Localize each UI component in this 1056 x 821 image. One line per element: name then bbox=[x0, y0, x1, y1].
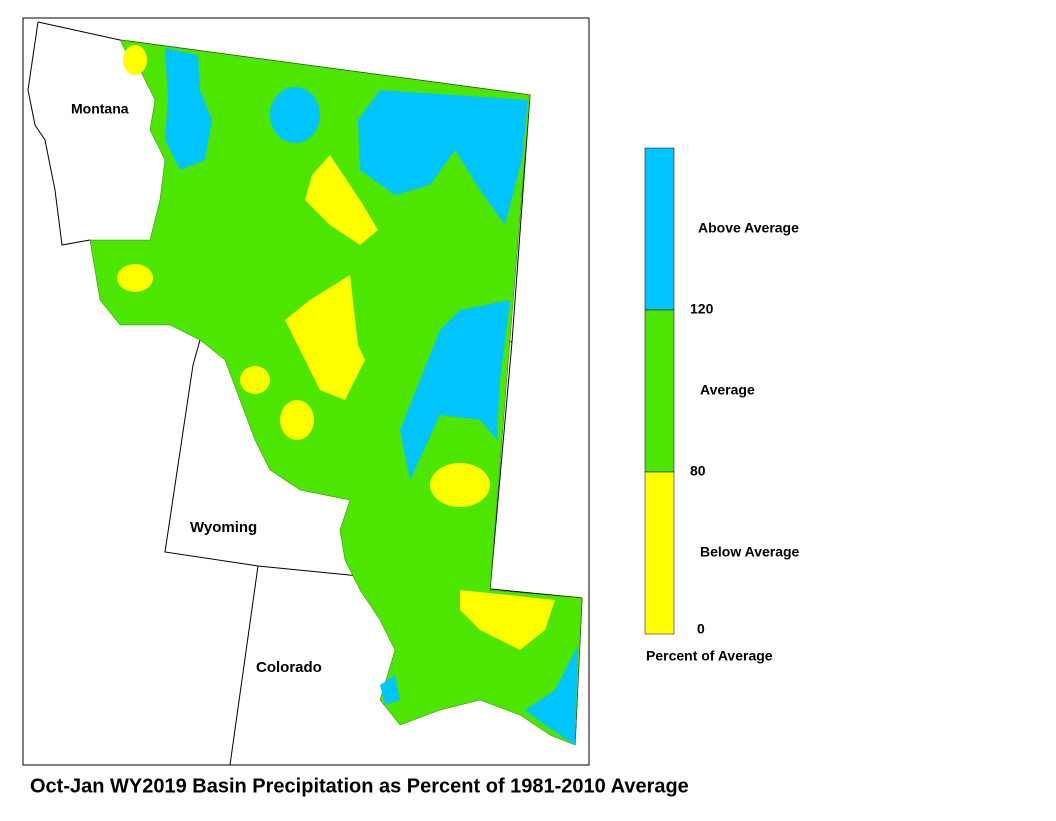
legend-class-label: Below Average bbox=[700, 544, 800, 560]
below-average-areas bbox=[117, 45, 555, 650]
state-label: Wyoming bbox=[190, 519, 257, 536]
blue-area bbox=[358, 90, 528, 225]
yellow-area bbox=[117, 264, 153, 292]
legend-tick-label: 80 bbox=[690, 463, 706, 479]
state-label: Montana bbox=[71, 101, 129, 117]
legend-tick-label: 0 bbox=[697, 621, 705, 637]
legend-swatch bbox=[644, 309, 675, 473]
map-title: Oct-Jan WY2019 Basin Precipitation as Pe… bbox=[30, 775, 689, 797]
blue-area bbox=[165, 48, 212, 170]
yellow-area bbox=[285, 275, 365, 400]
yellow-area bbox=[460, 590, 555, 650]
yellow-area bbox=[240, 366, 270, 394]
blue-area bbox=[380, 675, 400, 705]
above-average-areas bbox=[165, 48, 578, 745]
legend-tick-label: 120 bbox=[690, 301, 714, 317]
legend-class-label: Above Average bbox=[698, 220, 799, 236]
state-label: Colorado bbox=[256, 659, 322, 676]
blue-area bbox=[525, 645, 578, 745]
yellow-area bbox=[123, 45, 147, 75]
yellow-area bbox=[280, 400, 314, 440]
legend: Above Average Average Below Average 120 80 0 bbox=[644, 147, 800, 637]
yellow-area bbox=[305, 155, 378, 245]
legend-class-label: Average bbox=[700, 382, 755, 398]
blue-area bbox=[400, 300, 510, 480]
legend-swatch bbox=[644, 147, 675, 311]
yellow-area bbox=[430, 463, 490, 507]
blue-area bbox=[270, 87, 320, 143]
legend-title: Percent of Average bbox=[646, 648, 773, 664]
legend-swatch bbox=[644, 471, 675, 635]
